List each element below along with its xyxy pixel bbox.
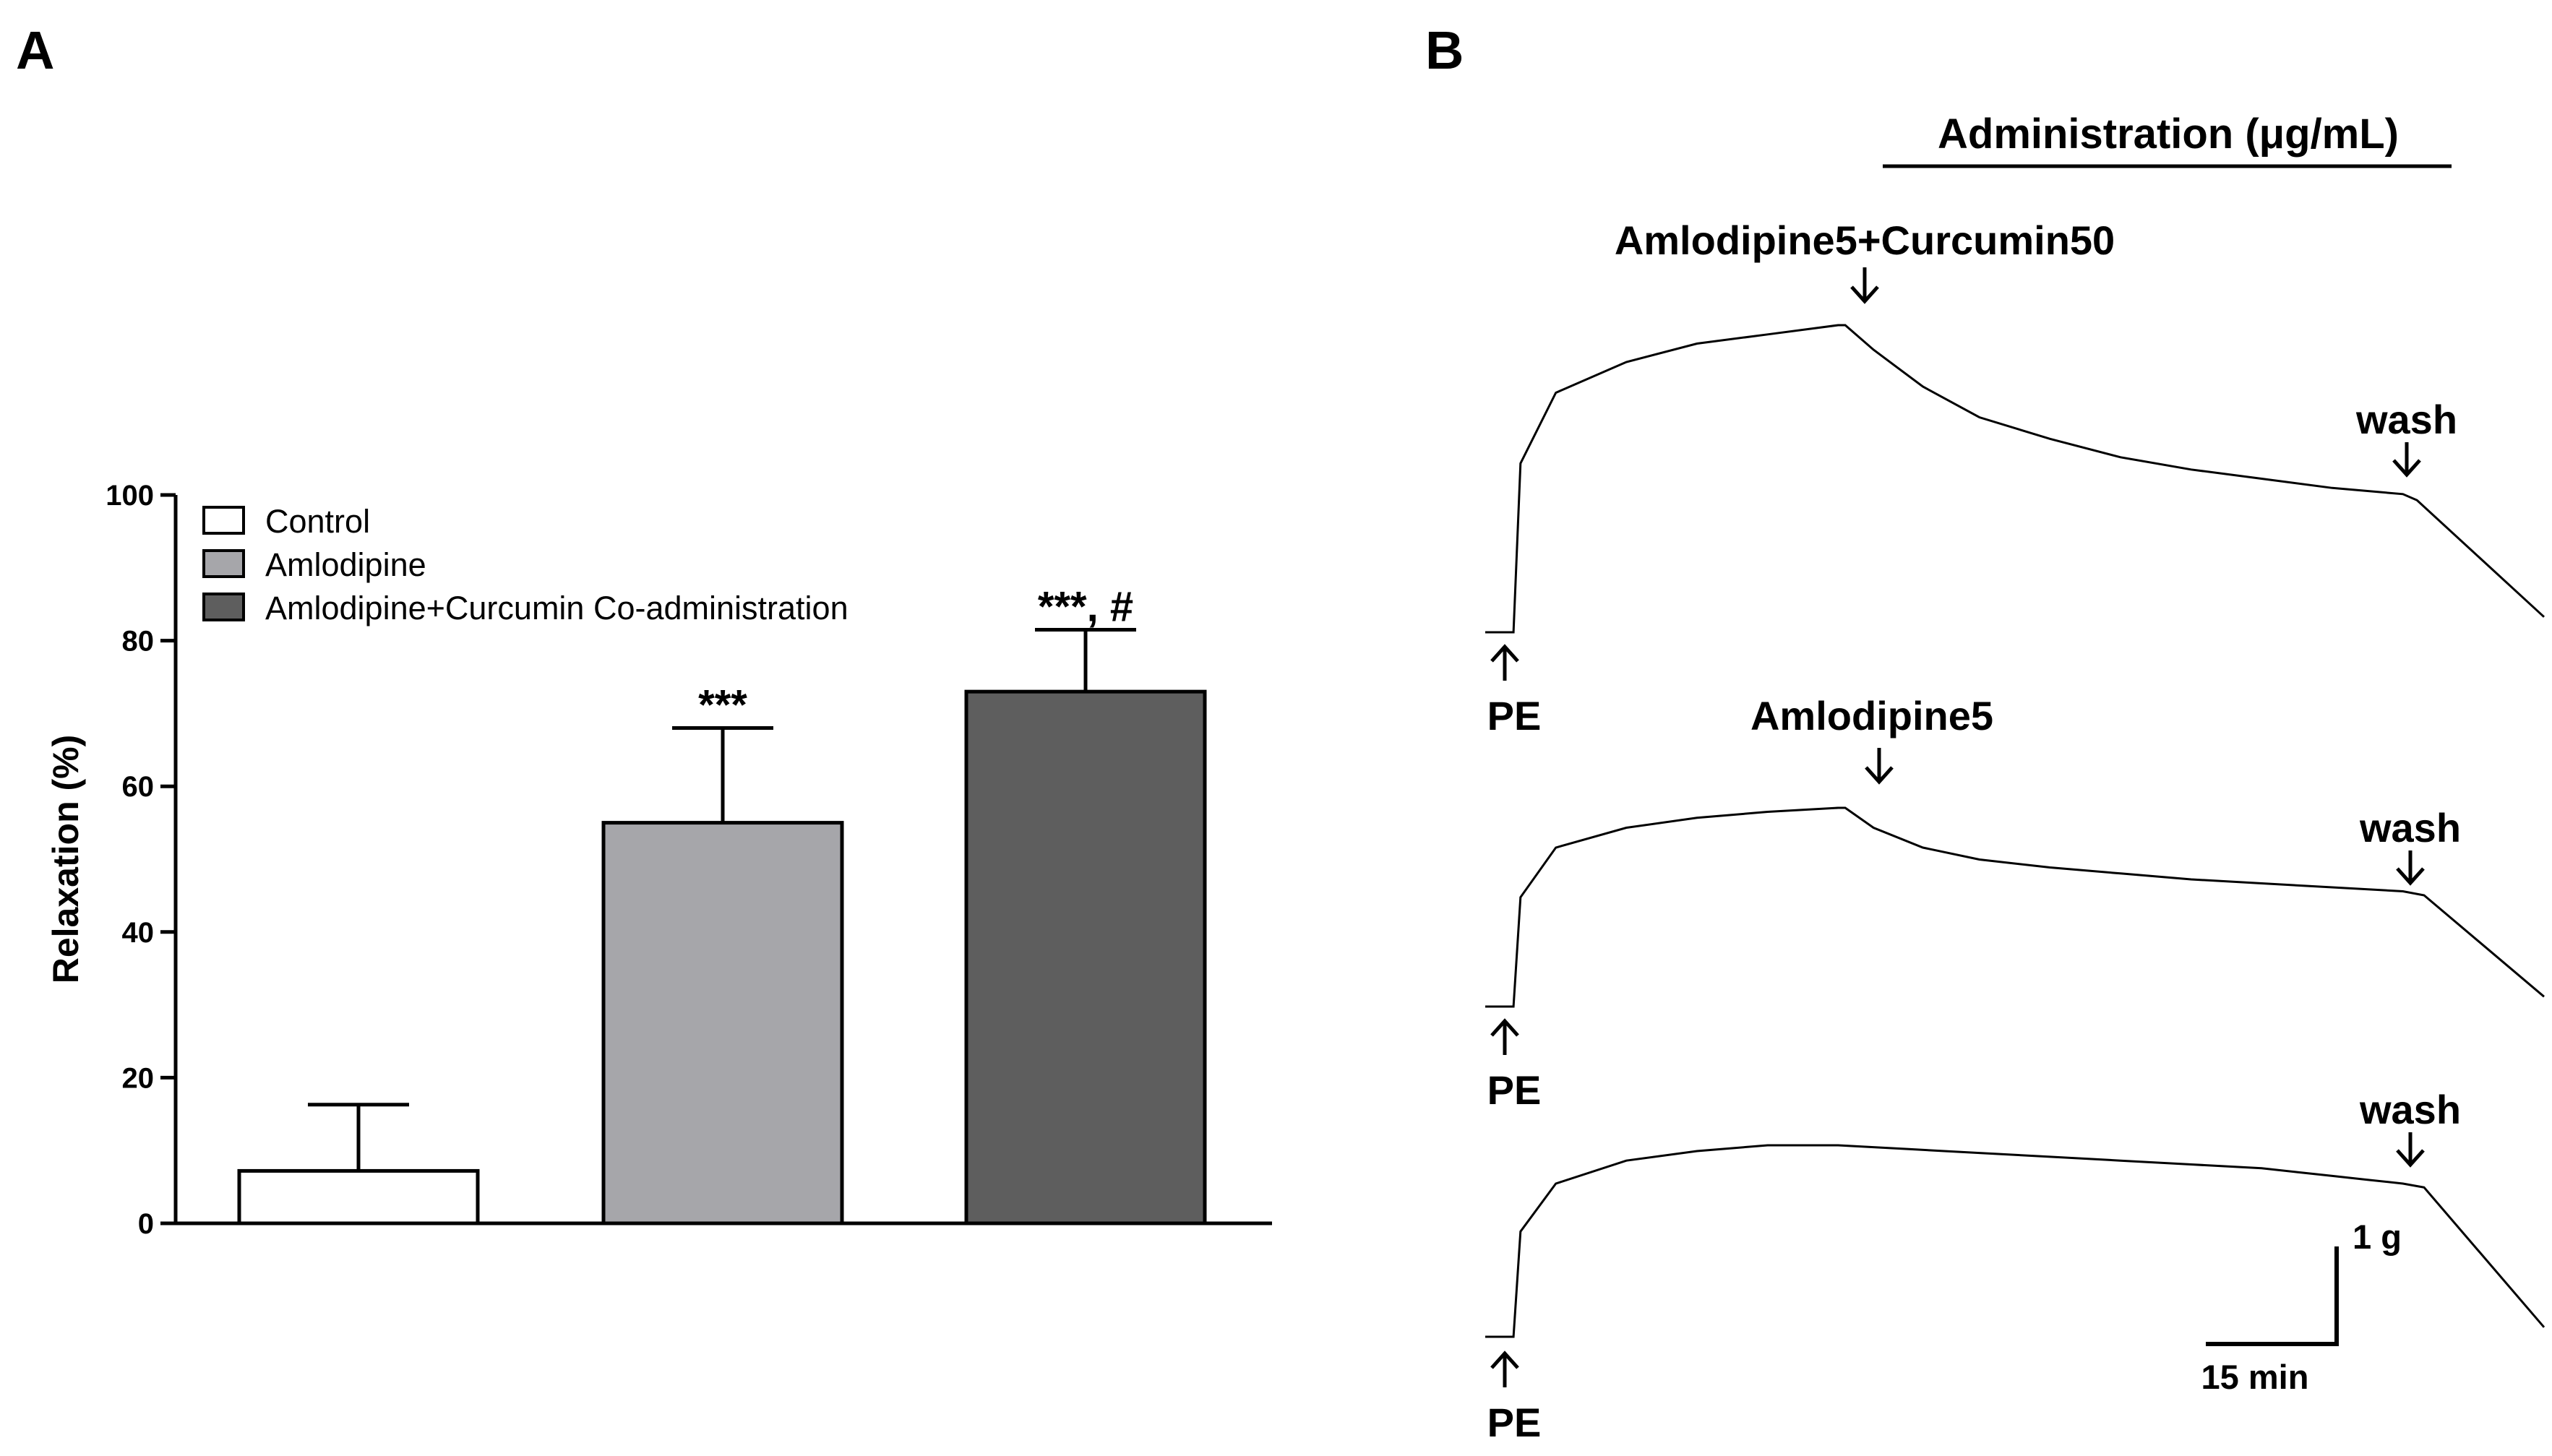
wash-label-2: wash <box>2359 805 2461 850</box>
bar-2 <box>601 821 844 1225</box>
legend-label-control: Control <box>265 503 370 540</box>
administration-header: Administration (μg/mL) <box>1938 111 2399 158</box>
y-tick-label: 40 <box>122 917 155 949</box>
wash-label-1: wash <box>2355 397 2457 442</box>
drug-label-amlodipine: Amlodipine5 <box>1750 693 1993 738</box>
wash-label-3: wash <box>2359 1087 2461 1132</box>
y-tick-label: 100 <box>106 480 154 512</box>
pe-arrow-icon <box>1490 644 1519 681</box>
y-tick-label: 80 <box>122 626 155 658</box>
trace-amlodipine-curcumin <box>1485 324 2545 634</box>
pe-label-2: PE <box>1487 1067 1542 1113</box>
panel-a-letter: A <box>16 20 54 80</box>
y-axis-label: Relaxation (%) <box>46 735 86 984</box>
trace-amlodipine <box>1485 806 2545 1008</box>
pe-arrow-icon <box>1490 1018 1519 1055</box>
wash-arrow-icon <box>2392 442 2421 478</box>
pe-label-1: PE <box>1487 693 1542 738</box>
legend-swatch-coadmin <box>202 593 245 621</box>
legend-swatch-amlodipine <box>202 549 245 578</box>
pe-label-3: PE <box>1487 1400 1542 1445</box>
legend-label-amlodipine: Amlodipine <box>265 546 426 583</box>
bar-1 <box>237 1168 480 1225</box>
significance-label: ***, # <box>1038 583 1133 630</box>
trace-control <box>1485 1144 2545 1338</box>
legend: Control Amlodipine Amlodipine+Curcumin C… <box>202 503 848 626</box>
wash-arrow-icon <box>2396 1132 2425 1168</box>
drug-arrow-icon <box>1850 267 1879 304</box>
bar-3 <box>964 689 1207 1225</box>
panel-b-letter: B <box>1425 20 1464 80</box>
pe-arrow-icon <box>1490 1351 1519 1387</box>
y-tick-label: 60 <box>122 771 155 803</box>
legend-label-coadmin: Amlodipine+Curcumin Co-administration <box>265 590 848 626</box>
wash-arrow-icon <box>2396 850 2425 886</box>
bar-chart: 0 20 40 60 80 100 *** ***, # Relaxation (%) Co… <box>46 480 1272 1240</box>
legend-swatch-control <box>202 506 245 535</box>
drug-label-amlodipine-curcumin: Amlodipine5+Curcumin50 <box>1615 217 2115 263</box>
y-tick-label: 0 <box>138 1208 154 1240</box>
y-tick-label: 20 <box>122 1062 155 1094</box>
scale-bar: 1 g 15 min <box>2201 1218 2402 1396</box>
scale-tension-label: 1 g <box>2353 1218 2402 1256</box>
scale-time-label: 15 min <box>2201 1358 2309 1396</box>
drug-arrow-icon <box>1865 748 1894 785</box>
significance-label: *** <box>698 682 747 729</box>
tension-traces: Administration (μg/mL) Amlodipine5+Curcu… <box>1485 111 2545 1445</box>
